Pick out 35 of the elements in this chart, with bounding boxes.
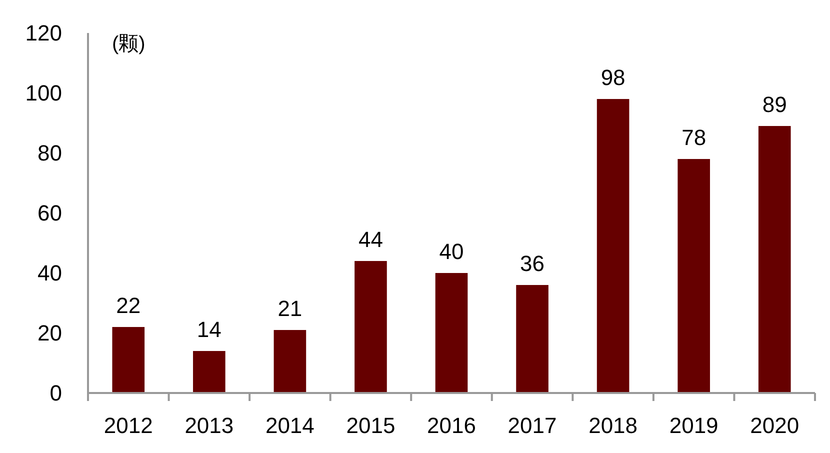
y-tick-label: 40 bbox=[38, 260, 62, 286]
y-tick-label: 120 bbox=[25, 20, 62, 46]
y-tick-label: 80 bbox=[38, 140, 62, 166]
x-tick-label: 2015 bbox=[346, 413, 396, 438]
x-tick-label: 2020 bbox=[750, 413, 800, 438]
x-tick-label: 2012 bbox=[104, 413, 153, 438]
bar bbox=[274, 330, 306, 393]
data-label: 14 bbox=[196, 317, 222, 342]
bar bbox=[596, 99, 630, 393]
y-tick-label: 100 bbox=[25, 80, 62, 106]
data-label: 98 bbox=[600, 65, 626, 90]
x-tick-label: 2016 bbox=[427, 413, 476, 438]
bar bbox=[112, 327, 145, 393]
x-tick-label: 2013 bbox=[184, 413, 234, 438]
x-tick-label: 2019 bbox=[669, 413, 718, 438]
y-tick-label: 20 bbox=[38, 320, 62, 346]
y-tick-label: 60 bbox=[38, 200, 62, 226]
y-tick-label: 0 bbox=[50, 380, 62, 406]
data-label: 78 bbox=[682, 125, 706, 150]
data-label: 36 bbox=[520, 251, 545, 276]
bar bbox=[678, 159, 710, 393]
data-label: 21 bbox=[278, 296, 302, 321]
x-tick-label: 2017 bbox=[508, 413, 557, 438]
data-label: 22 bbox=[116, 293, 141, 318]
bar bbox=[193, 351, 226, 393]
x-tick-label: 2014 bbox=[265, 413, 314, 438]
bar bbox=[758, 126, 791, 393]
data-label: 40 bbox=[439, 239, 464, 264]
data-label: 89 bbox=[762, 92, 787, 117]
bar bbox=[516, 285, 548, 393]
data-label: 44 bbox=[358, 227, 383, 252]
x-tick-label: 2018 bbox=[588, 413, 638, 438]
bar bbox=[354, 261, 387, 393]
bar bbox=[435, 273, 468, 393]
y-axis-title: (颗) bbox=[112, 33, 146, 55]
